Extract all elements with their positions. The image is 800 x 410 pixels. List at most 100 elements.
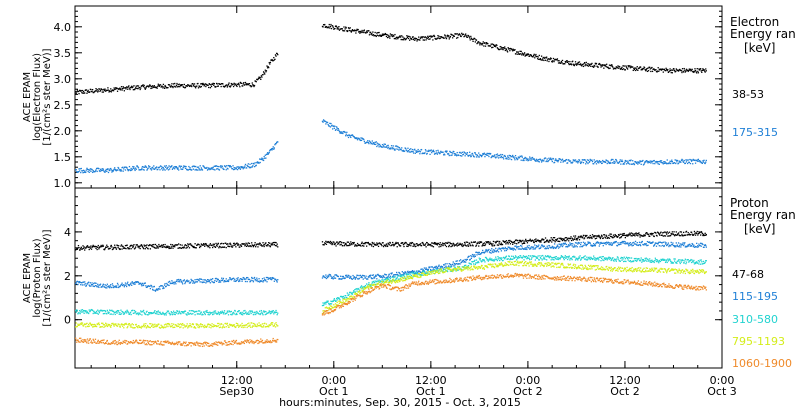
data-point xyxy=(188,313,190,315)
data-point xyxy=(361,241,363,243)
data-point xyxy=(646,232,648,234)
data-point xyxy=(107,312,110,314)
data-point xyxy=(635,67,637,69)
data-point xyxy=(386,278,389,280)
data-point xyxy=(448,265,450,267)
data-point xyxy=(578,239,581,241)
data-point xyxy=(108,287,111,289)
data-point xyxy=(606,237,608,239)
data-point xyxy=(690,159,692,161)
data-point xyxy=(247,312,249,314)
data-point xyxy=(277,246,279,248)
data-point xyxy=(503,247,505,250)
data-point xyxy=(435,242,437,244)
data-point xyxy=(560,244,563,246)
data-point xyxy=(82,247,85,249)
data-point xyxy=(268,242,270,244)
data-point xyxy=(235,279,238,282)
data-point xyxy=(353,276,355,278)
data-point xyxy=(118,167,120,169)
data-point xyxy=(444,244,446,246)
data-point xyxy=(129,245,131,248)
data-point xyxy=(261,278,264,280)
data-point xyxy=(123,284,125,286)
data-point xyxy=(193,282,196,284)
data-point xyxy=(557,245,559,248)
data-point xyxy=(237,277,239,279)
data-point xyxy=(188,243,190,246)
data-point xyxy=(539,158,542,160)
data-point xyxy=(579,236,581,239)
data-point xyxy=(705,234,707,236)
data-point xyxy=(142,84,144,86)
data-point xyxy=(115,286,117,288)
data-point xyxy=(409,273,411,275)
data-point xyxy=(564,63,566,65)
data-point xyxy=(229,86,231,88)
data-point xyxy=(477,241,479,243)
data-point xyxy=(188,247,191,249)
data-point xyxy=(599,64,602,66)
data-point xyxy=(556,244,559,246)
data-point xyxy=(612,237,614,239)
data-point xyxy=(343,30,346,32)
data-point xyxy=(178,310,180,312)
data-point xyxy=(339,275,342,277)
data-point xyxy=(322,275,325,277)
data-point xyxy=(620,160,623,163)
data-point xyxy=(504,250,506,252)
data-point xyxy=(140,245,142,247)
data-point xyxy=(202,83,205,86)
data-point xyxy=(262,158,264,160)
data-point xyxy=(506,241,509,244)
data-point xyxy=(564,60,566,63)
data-point xyxy=(350,241,352,243)
data-point xyxy=(221,165,223,167)
data-point xyxy=(677,70,680,72)
data-point xyxy=(568,244,570,246)
data-point xyxy=(480,253,482,255)
data-point xyxy=(173,166,175,168)
data-point xyxy=(93,282,95,285)
data-point xyxy=(649,66,651,69)
data-point xyxy=(657,231,659,234)
data-point xyxy=(593,243,595,245)
data-point xyxy=(117,246,119,249)
data-point xyxy=(446,270,449,273)
data-point xyxy=(410,274,413,277)
data-point xyxy=(255,278,257,281)
data-point xyxy=(197,169,199,171)
data-point xyxy=(144,166,146,168)
data-point xyxy=(663,161,665,163)
data-point xyxy=(650,233,652,235)
data-point xyxy=(181,311,183,313)
data-point xyxy=(151,85,154,87)
data-point xyxy=(371,274,373,276)
data-point xyxy=(394,149,396,151)
data-point xyxy=(161,285,163,287)
data-point xyxy=(556,159,559,162)
data-point xyxy=(518,53,520,55)
data-point xyxy=(512,48,514,50)
data-point xyxy=(155,247,157,249)
data-point xyxy=(416,40,418,42)
data-point xyxy=(465,264,467,266)
data-point xyxy=(439,242,441,244)
data-point xyxy=(650,160,653,162)
data-point xyxy=(425,272,427,274)
data-point xyxy=(438,246,440,248)
data-point xyxy=(144,282,146,284)
data-point xyxy=(700,68,702,70)
data-point xyxy=(649,161,651,164)
data-point xyxy=(337,297,339,299)
data-point xyxy=(232,85,235,88)
data-point xyxy=(459,151,461,154)
data-point xyxy=(690,245,692,247)
data-point xyxy=(638,241,641,243)
data-point xyxy=(489,152,492,155)
data-point xyxy=(114,88,116,90)
data-point xyxy=(82,92,84,94)
data-point xyxy=(661,234,663,236)
data-point xyxy=(636,232,638,235)
data-point xyxy=(329,303,332,305)
